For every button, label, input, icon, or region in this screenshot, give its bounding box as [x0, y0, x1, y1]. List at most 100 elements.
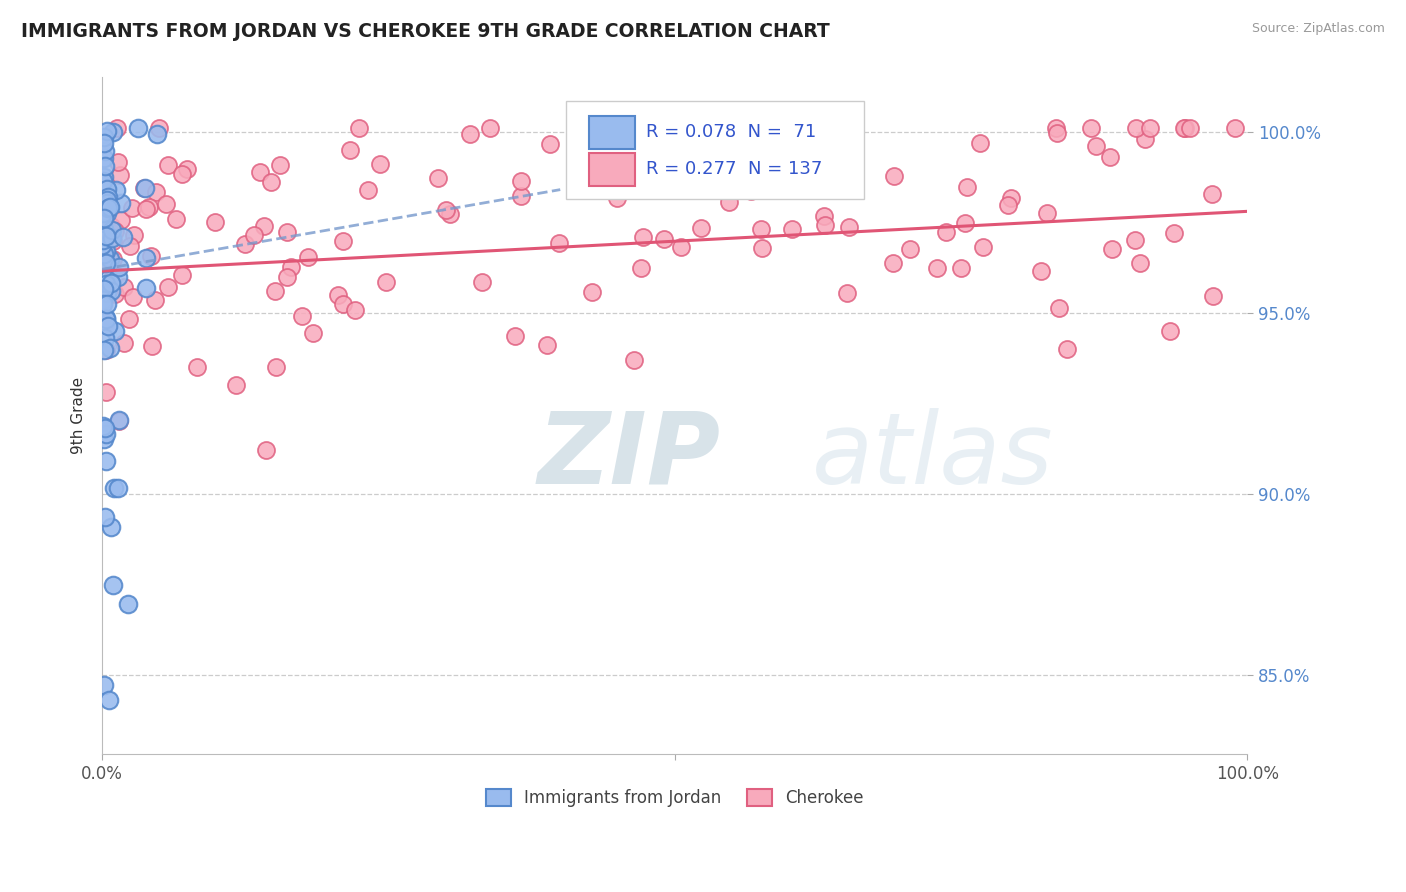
Point [132, 181, 155, 195]
Point [1045, 121, 1067, 136]
Point [630, 260, 652, 275]
Point [101, 578, 124, 592]
Point [93, 130, 115, 145]
Point [91, 233, 114, 247]
Point [956, 179, 979, 194]
Point [96, 312, 118, 326]
Point [110, 195, 132, 210]
Point [96, 427, 118, 442]
Point [135, 251, 157, 265]
Point [260, 175, 283, 189]
Point [883, 169, 905, 183]
Point [105, 183, 128, 197]
Point [654, 232, 676, 246]
Point [112, 336, 135, 351]
Point [969, 136, 991, 150]
Point [631, 230, 654, 244]
Point [669, 240, 692, 254]
Point [589, 165, 612, 179]
Point [94, 256, 117, 270]
FancyBboxPatch shape [589, 153, 634, 186]
Point [121, 201, 143, 215]
Point [434, 202, 457, 217]
Point [94, 144, 117, 158]
Point [93, 170, 115, 185]
Point [93, 151, 115, 165]
Point [1047, 301, 1070, 315]
Point [347, 121, 370, 136]
Point [427, 171, 450, 186]
Point [814, 218, 837, 232]
Text: ZIP: ZIP [537, 408, 720, 505]
Point [170, 167, 193, 181]
Point [93, 343, 115, 358]
Point [139, 249, 162, 263]
Point [368, 157, 391, 171]
Legend: Immigrants from Jordan, Cherokee: Immigrants from Jordan, Cherokee [479, 782, 870, 814]
Point [94, 277, 117, 292]
Point [927, 261, 949, 276]
Point [94, 343, 117, 358]
Point [172, 268, 194, 283]
Point [91, 174, 114, 188]
Point [264, 284, 287, 298]
Point [98, 341, 121, 355]
Point [972, 240, 994, 254]
Point [145, 185, 167, 199]
Point [96, 285, 118, 300]
Point [1129, 256, 1152, 270]
Point [538, 137, 561, 152]
Point [1085, 138, 1108, 153]
Point [1223, 121, 1246, 136]
Point [813, 210, 835, 224]
Point [96, 310, 118, 325]
Point [91, 293, 114, 307]
Point [93, 247, 115, 261]
Point [291, 309, 314, 323]
Point [91, 237, 114, 252]
Point [93, 136, 115, 150]
Point [276, 270, 298, 285]
Point [740, 184, 762, 198]
Point [357, 183, 380, 197]
Point [117, 597, 139, 611]
Point [280, 260, 302, 274]
Point [997, 198, 1019, 212]
Point [838, 220, 860, 235]
Point [135, 202, 157, 217]
Point [100, 285, 122, 299]
Point [97, 190, 120, 204]
Point [93, 200, 115, 214]
Point [103, 482, 125, 496]
Point [96, 181, 118, 195]
Point [157, 280, 180, 294]
Point [254, 443, 277, 458]
Point [735, 146, 758, 161]
Point [96, 206, 118, 220]
Point [1123, 233, 1146, 247]
Point [101, 252, 124, 267]
Point [94, 385, 117, 400]
Point [100, 223, 122, 237]
Point [94, 229, 117, 244]
Point [105, 121, 128, 136]
Point [141, 338, 163, 352]
Point [127, 121, 149, 136]
Point [1125, 121, 1147, 136]
Point [94, 331, 117, 345]
Point [112, 279, 135, 293]
Point [96, 124, 118, 138]
Point [344, 302, 367, 317]
Point [93, 211, 115, 225]
Point [93, 432, 115, 446]
Point [94, 244, 117, 258]
Point [503, 329, 526, 343]
Point [96, 454, 118, 468]
Point [100, 276, 122, 290]
Point [94, 184, 117, 198]
Point [100, 519, 122, 533]
Point [749, 222, 772, 236]
Point [96, 193, 118, 207]
Point [96, 201, 118, 215]
Point [935, 226, 957, 240]
